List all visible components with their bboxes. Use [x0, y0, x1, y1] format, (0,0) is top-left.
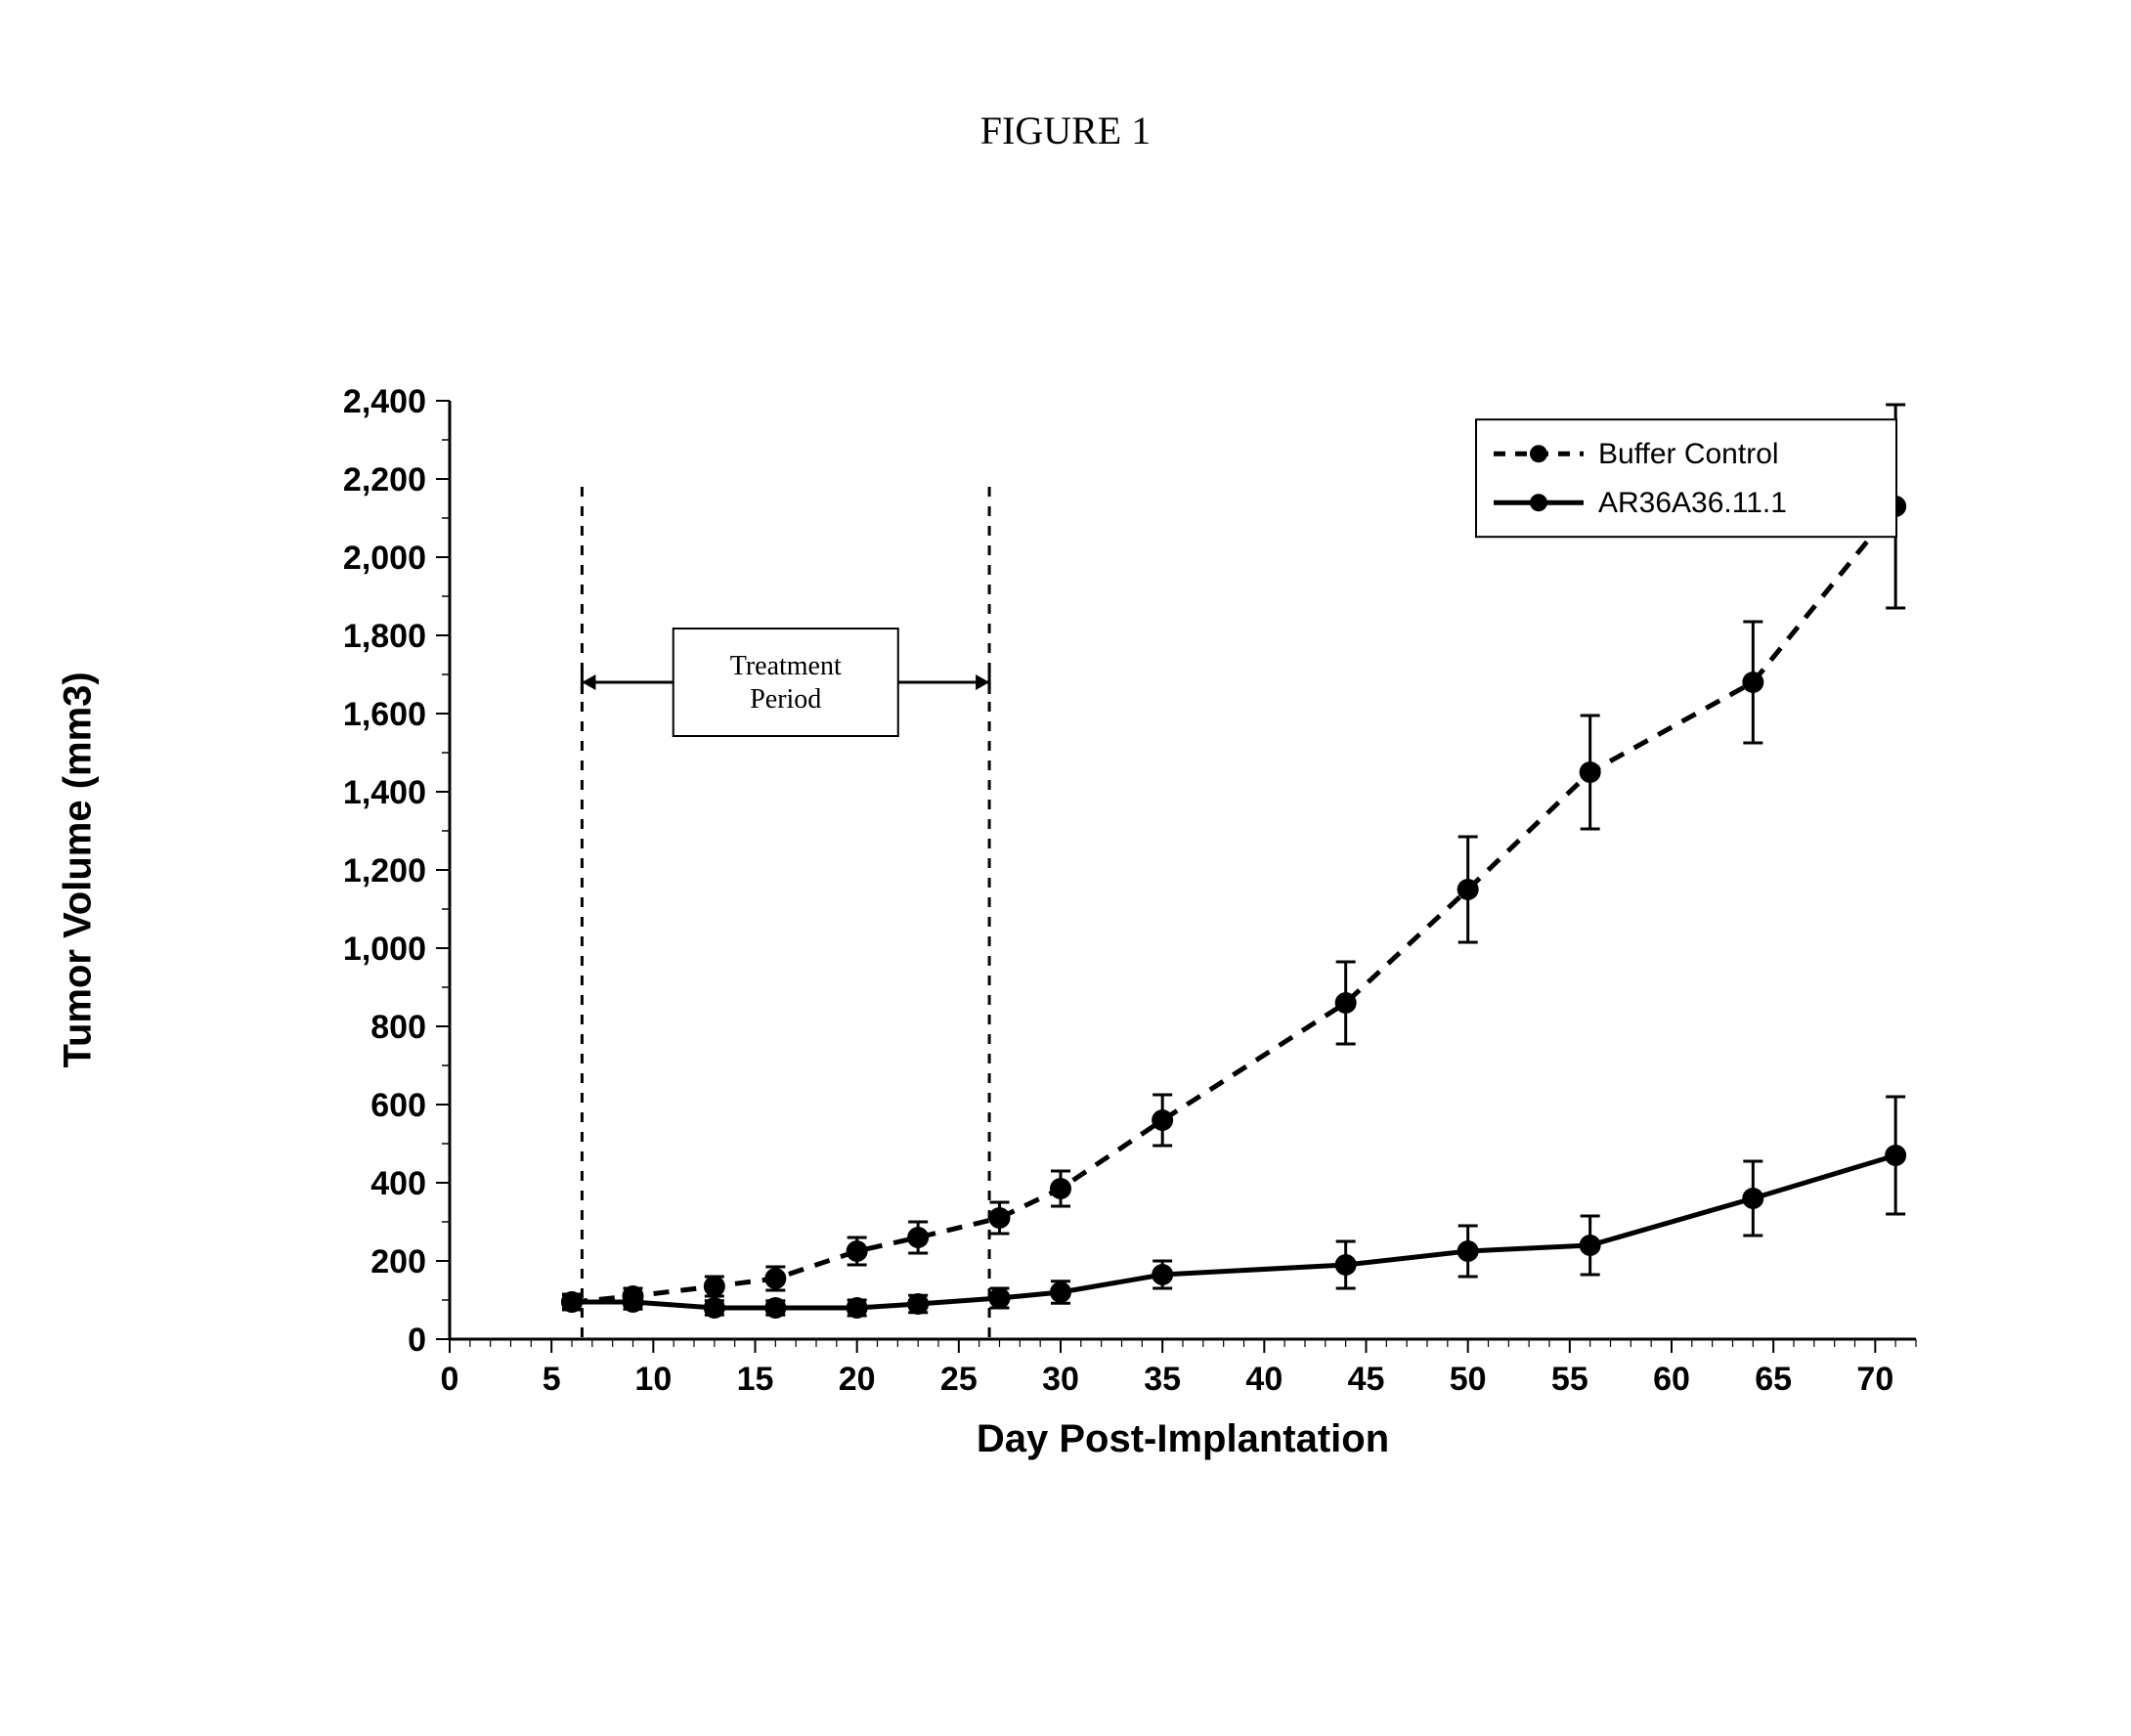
series-buffer-marker — [1742, 672, 1763, 693]
y-tick-label: 2,400 — [343, 383, 426, 420]
legend-label: Buffer Control — [1598, 438, 1779, 470]
treatment-period-box — [674, 629, 898, 736]
y-tick-label: 1,400 — [343, 774, 426, 811]
y-tick-label: 600 — [370, 1087, 426, 1124]
y-tick-label: 1,000 — [343, 931, 426, 968]
series-ar-marker — [1335, 1254, 1357, 1276]
y-tick-label: 200 — [370, 1243, 426, 1280]
series-ar-marker — [1050, 1281, 1071, 1303]
series-ar-marker — [704, 1297, 725, 1319]
x-tick-label: 35 — [1144, 1361, 1181, 1398]
chart-svg: 02004006008001,0001,2001,4001,6001,8002,… — [254, 371, 1975, 1486]
series-buffer-marker — [847, 1240, 868, 1262]
series-buffer-marker — [1152, 1109, 1173, 1131]
x-tick-label: 45 — [1348, 1361, 1385, 1398]
series-ar-marker — [847, 1297, 868, 1319]
x-tick-label: 55 — [1551, 1361, 1588, 1398]
x-tick-label: 25 — [940, 1361, 978, 1398]
treatment-label-1: Treatment — [730, 651, 842, 681]
series-ar-marker — [1580, 1235, 1601, 1256]
series-ar-marker — [623, 1291, 644, 1313]
y-tick-label: 1,200 — [343, 852, 426, 890]
x-tick-label: 65 — [1755, 1361, 1792, 1398]
y-tick-label: 1,600 — [343, 696, 426, 733]
chart-container: 02004006008001,0001,2001,4001,6001,8002,… — [254, 371, 1975, 1486]
series-ar-marker — [989, 1287, 1011, 1309]
treatment-label-2: Period — [750, 684, 821, 715]
series-ar-marker — [1885, 1145, 1906, 1166]
x-tick-label: 30 — [1042, 1361, 1079, 1398]
series-ar-marker — [1457, 1240, 1479, 1262]
series-ar-marker — [764, 1297, 786, 1319]
y-tick-label: 1,800 — [343, 618, 426, 655]
y-tick-label: 400 — [370, 1165, 426, 1202]
x-tick-label: 10 — [634, 1361, 672, 1398]
x-tick-label: 70 — [1856, 1361, 1893, 1398]
x-tick-label: 0 — [441, 1361, 459, 1398]
y-axis-title: Tumor Volume (mm3) — [57, 677, 101, 1068]
x-tick-label: 60 — [1653, 1361, 1690, 1398]
series-buffer-marker — [764, 1268, 786, 1289]
legend-label: AR36A36.11.1 — [1598, 487, 1787, 519]
y-tick-label: 2,000 — [343, 540, 426, 577]
series-ar-marker — [561, 1291, 583, 1313]
series-buffer-marker — [1457, 879, 1479, 900]
x-tick-label: 15 — [737, 1361, 774, 1398]
series-buffer-marker — [704, 1276, 725, 1297]
series-buffer-marker — [1050, 1178, 1071, 1199]
y-tick-label: 2,200 — [343, 461, 426, 499]
series-buffer-marker — [907, 1227, 929, 1248]
y-tick-label: 800 — [370, 1009, 426, 1046]
series-buffer-marker — [1580, 761, 1601, 783]
figure-title: FIGURE 1 — [0, 108, 2131, 153]
series-ar-marker — [1742, 1188, 1763, 1209]
y-tick-label: 0 — [408, 1322, 426, 1359]
series-buffer-marker — [989, 1207, 1011, 1229]
series-buffer-marker — [1335, 992, 1357, 1014]
x-tick-label: 5 — [543, 1361, 561, 1398]
series-ar-marker — [907, 1293, 929, 1315]
x-tick-label: 40 — [1245, 1361, 1283, 1398]
x-tick-label: 20 — [839, 1361, 876, 1398]
x-tick-label: 50 — [1450, 1361, 1487, 1398]
series-ar-marker — [1152, 1264, 1173, 1285]
